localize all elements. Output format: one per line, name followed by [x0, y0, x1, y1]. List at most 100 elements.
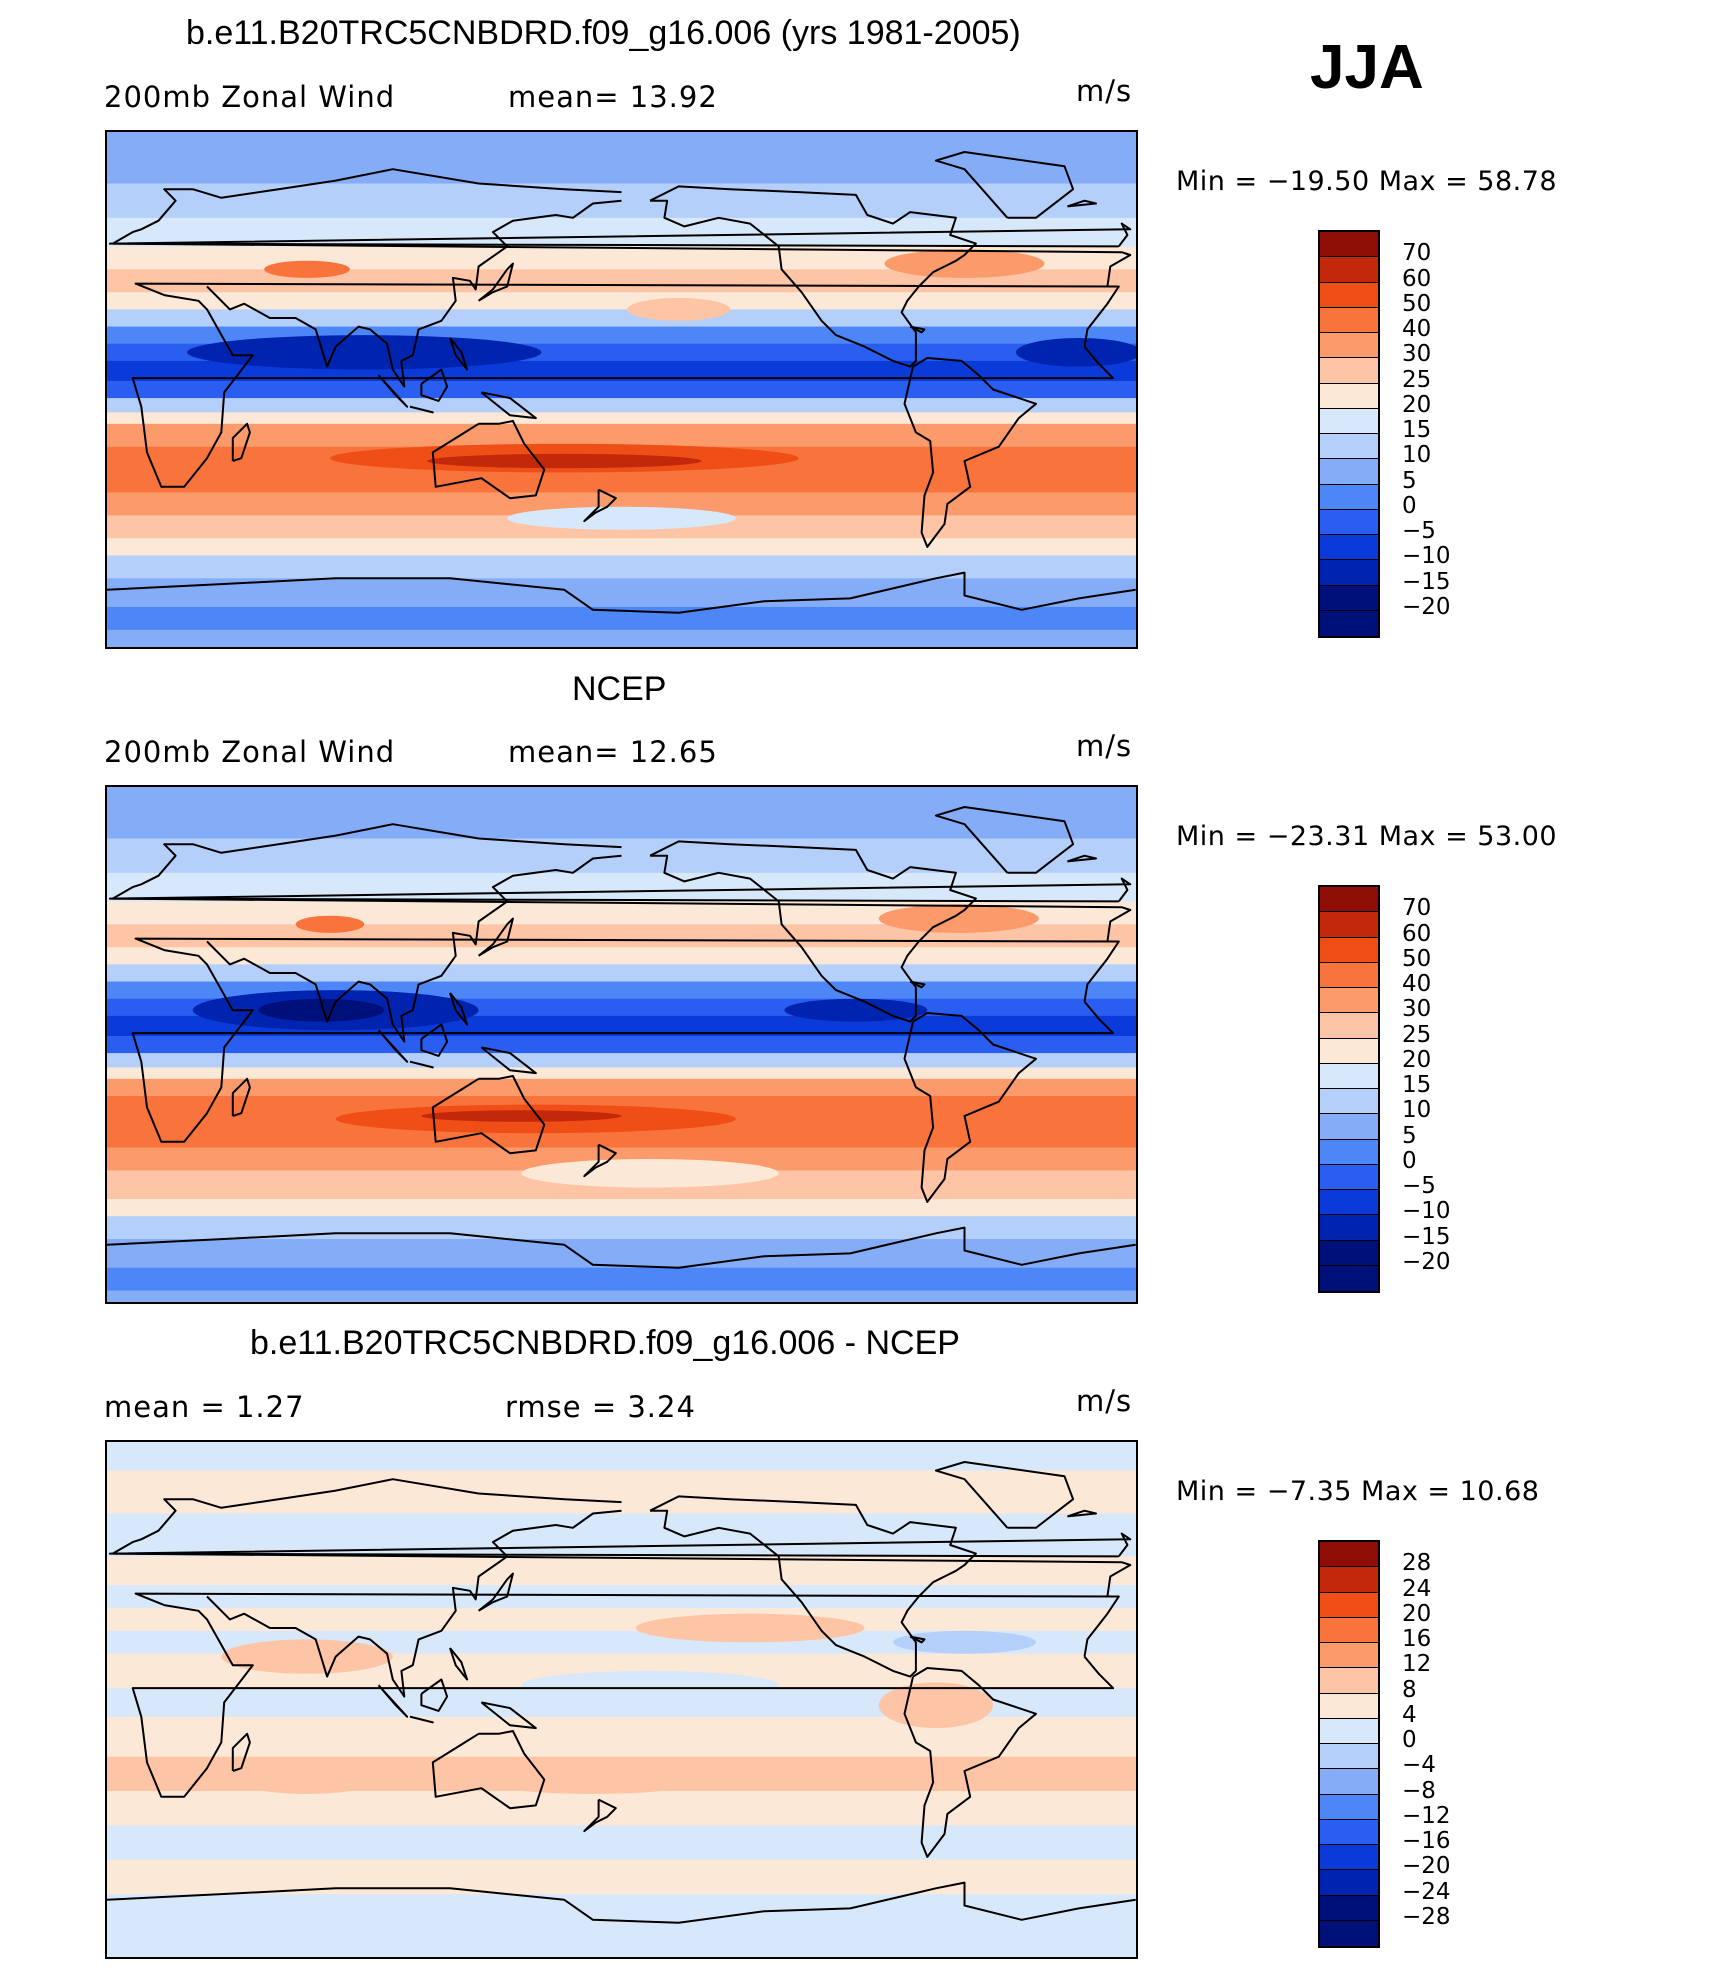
- colorbar-tick-label: 5: [1402, 467, 1417, 494]
- panel-2-map: [105, 785, 1138, 1304]
- panel-2-colorbar: [1318, 885, 1380, 1293]
- colorbar-tick-label: 24: [1402, 1575, 1432, 1602]
- colorbar-swatch: [1320, 1668, 1378, 1694]
- coastline: [480, 1046, 537, 1075]
- contour-band: [107, 1035, 1136, 1055]
- coastline: [1067, 1509, 1097, 1518]
- contour-band: [107, 1607, 1136, 1632]
- colorbar-swatch: [1320, 509, 1378, 535]
- colorbar-tick-label: 10: [1402, 442, 1432, 469]
- coastline: [420, 1678, 449, 1712]
- contour-region: [784, 998, 928, 1022]
- colorbar-tick-label: 40: [1402, 316, 1432, 342]
- contour-band: [107, 132, 1136, 185]
- colorbar-swatch: [1320, 1190, 1378, 1216]
- contour-region: [249, 1776, 365, 1794]
- colorbar-swatch: [1320, 988, 1378, 1014]
- colorbar-tick-label: −5: [1402, 518, 1436, 544]
- panel-3-rmse-label: rmse = 3.24: [505, 1390, 696, 1424]
- colorbar-tick-label: −8: [1402, 1777, 1436, 1804]
- colorbar-swatch: [1320, 257, 1378, 283]
- contour-region: [635, 1613, 865, 1643]
- coastline: [431, 1075, 546, 1155]
- contour-region: [1015, 338, 1136, 367]
- colorbar-tick-label: 5: [1402, 1122, 1417, 1149]
- colorbar-swatch: [1320, 1164, 1378, 1190]
- colorbar-tick-label: 20: [1402, 391, 1432, 418]
- contour-band: [107, 787, 1136, 840]
- colorbar-tick-label: 50: [1402, 290, 1432, 317]
- coastline: [903, 357, 1037, 548]
- coastline: [377, 374, 409, 408]
- colorbar-tick-label: 20: [1402, 1600, 1432, 1627]
- colorbar-tick-label: 40: [1402, 971, 1432, 997]
- colorbar-swatch: [1320, 307, 1378, 333]
- colorbar-tick-label: 8: [1402, 1676, 1417, 1703]
- panel-3-map-field: [107, 1442, 1136, 1957]
- contour-region: [427, 453, 702, 469]
- colorbar-swatch: [1320, 383, 1378, 409]
- season-label: JJA: [1310, 33, 1424, 102]
- contour-band: [107, 947, 1136, 966]
- panel-3-map: [105, 1440, 1138, 1959]
- contour-band: [107, 492, 1136, 517]
- coastline: [107, 1226, 1136, 1269]
- colorbar-swatch: [1320, 1542, 1378, 1568]
- colorbar-tick-label: 70: [1402, 895, 1432, 922]
- contour-region: [258, 998, 385, 1022]
- coastline: [131, 937, 1120, 1143]
- panel-2-title: NCEP: [572, 670, 667, 708]
- contour-band: [107, 380, 1136, 400]
- coastline: [409, 405, 434, 414]
- panel-1-colorbar: [1318, 230, 1380, 638]
- colorbar-swatch: [1320, 1769, 1378, 1795]
- contour-band: [107, 901, 1136, 926]
- panel-1-map: [105, 130, 1138, 649]
- contour-region: [507, 506, 736, 530]
- coastline: [231, 1732, 251, 1772]
- contour-region: [521, 1670, 779, 1700]
- contour-band: [107, 1078, 1136, 1097]
- coastline: [480, 391, 537, 420]
- colorbar-tick-label: 30: [1402, 996, 1432, 1023]
- coastline: [131, 1592, 1120, 1798]
- contour-band: [107, 1791, 1136, 1827]
- coastline: [909, 1635, 926, 1644]
- contour-region: [878, 1682, 994, 1729]
- colorbar-swatch: [1320, 1819, 1378, 1845]
- contour-band: [107, 1053, 1136, 1069]
- coastline: [477, 262, 514, 302]
- coastline: [377, 1684, 409, 1718]
- coastline: [909, 980, 926, 989]
- colorbar-swatch: [1320, 1920, 1378, 1946]
- colorbar-tick-label: 15: [1402, 1072, 1432, 1098]
- panel-3-title: b.e11.B20TRC5CNBDRD.f09_g16.006 - NCEP: [250, 1324, 960, 1362]
- colorbar-swatch: [1320, 535, 1378, 561]
- coastline: [131, 282, 1120, 488]
- coastline: [231, 1077, 251, 1117]
- panel-2-map-field: [107, 787, 1136, 1302]
- contour-band: [107, 246, 1136, 271]
- coastline: [431, 420, 546, 500]
- coastline: [231, 422, 251, 462]
- contour-band: [107, 606, 1136, 631]
- colorbar-tick-label: 60: [1402, 920, 1432, 947]
- colorbar-swatch: [1320, 1693, 1378, 1719]
- colorbar-tick-label: 25: [1402, 1021, 1432, 1048]
- colorbar-swatch: [1320, 560, 1378, 586]
- colorbar-swatch: [1320, 1114, 1378, 1140]
- colorbar-swatch: [1320, 1038, 1378, 1064]
- panel-3-minmax: Min = −7.35 Max = 10.68: [1176, 1476, 1540, 1507]
- panel-1-map-field: [107, 132, 1136, 647]
- contour-region: [264, 260, 350, 278]
- colorbar-tick-label: 4: [1402, 1701, 1417, 1728]
- coastline: [903, 1667, 1037, 1858]
- contour-band: [107, 1859, 1136, 1896]
- coastline: [409, 1060, 434, 1069]
- colorbar-swatch: [1320, 1643, 1378, 1669]
- colorbar-swatch: [1320, 1567, 1378, 1593]
- coastline: [934, 806, 1075, 874]
- colorbar-tick-label: −4: [1402, 1752, 1436, 1779]
- panel-2-mean-label: mean= 12.65: [508, 735, 718, 769]
- coastline: [420, 1023, 449, 1057]
